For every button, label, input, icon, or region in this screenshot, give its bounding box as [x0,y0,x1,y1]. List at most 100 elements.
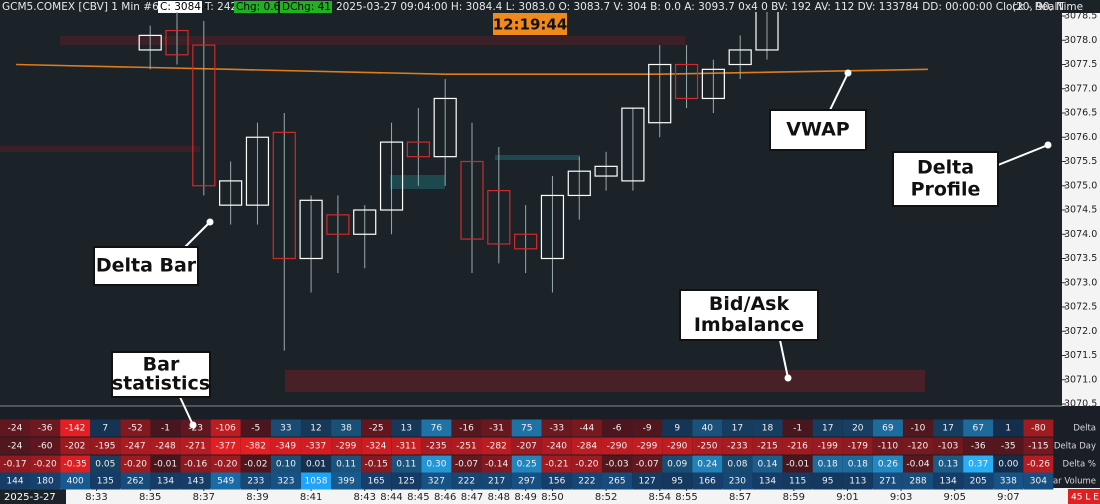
stat-cell [602,472,632,490]
stat-cell [782,455,813,473]
x-tick-label: 8:41 [300,492,322,503]
imbalance-callout-dot [784,374,792,382]
stat-cell [963,455,994,473]
candle-body [219,180,243,206]
stat-cell [60,437,91,455]
close-value: C: 3084.4 [160,1,211,13]
stat-value: 125 [398,477,415,487]
stat-value: 0.25 [517,460,537,470]
stat-cell [481,419,512,437]
stat-value: 0.08 [727,460,747,470]
stat-cell [150,472,181,490]
stat-value: 0.26 [878,460,898,470]
stat-cell [0,419,30,437]
stat-value: -80 [1031,424,1046,434]
imbalance-zone [390,175,445,189]
row-label: Bar Volume [1047,477,1096,487]
delta-profile-callout-pointer [997,144,1049,166]
stat-cell [933,472,964,490]
stat-cell [692,437,723,455]
candle-body [540,194,565,260]
stat-cell [692,419,723,437]
stat-value: -9 [643,424,652,434]
stat-cell [120,472,151,490]
stat-value: 95 [822,477,833,487]
y-tick-label: 3076.5 [1064,108,1097,119]
stat-cell [391,437,422,455]
stat-cell [1023,455,1054,473]
stat-value: -33 [549,424,564,434]
stat-value: -199 [817,442,838,452]
stat-cell [60,455,91,473]
stat-cell [722,419,753,437]
stat-value: -382 [246,442,266,452]
stat-cell [1023,437,1054,455]
stat-value: -0.16 [184,460,208,470]
stat-value: 165 [368,477,385,487]
stat-cell [0,472,30,490]
stat-value: 0.18 [818,460,838,470]
candle-body [755,12,779,51]
x-tick-label: 8:45 [407,492,429,503]
stat-cell [933,437,964,455]
stat-value: -284 [577,442,598,452]
stat-value: 1 [1005,424,1011,434]
stat-value: 288 [909,477,926,487]
stat-cell [180,437,211,455]
stat-value: 0.30 [426,460,446,470]
stat-cell [301,419,331,437]
stat-cell [331,437,362,455]
y-tick-label: 3074.5 [1064,205,1097,216]
stat-cell [180,472,211,490]
stat-cell [632,472,663,490]
candle-body [138,34,162,51]
stat-value: -0.20 [33,460,57,470]
stat-cell [331,472,362,490]
stat-cell [150,455,181,473]
stat-cell [602,437,632,455]
stat-cell [722,455,753,473]
stat-cell [361,455,392,473]
stat-cell [993,455,1024,473]
vwap-callout-pointer [829,72,849,111]
date-box [0,489,66,504]
stat-cell [511,437,542,455]
stat-value: -0.07 [455,460,478,470]
delta-profile-callout-box [892,151,999,207]
stat-value: -282 [486,442,506,452]
x-tick-label: 8:44 [380,492,402,503]
stat-cell [993,472,1024,490]
stat-cell [30,455,61,473]
stat-value: -25 [369,424,384,434]
stat-cell [602,419,632,437]
stat-value: 297 [518,477,535,487]
y-tick-label: 3077.5 [1064,59,1097,70]
stat-value: 134 [940,477,957,487]
stat-cell [361,437,392,455]
stat-cell [301,437,331,455]
stat-cell [30,472,61,490]
stat-value: 205 [970,477,987,487]
stat-value: -142 [65,424,85,434]
params: (20, 90, N [1012,1,1064,13]
stat-value: 1058 [305,477,328,487]
stat-cell [722,472,753,490]
stat-cell [632,437,663,455]
stat-value: 166 [699,477,716,487]
stat-value: -0.04 [906,460,930,470]
stat-value: -299 [336,442,357,452]
stat-value: -0.35 [64,460,87,470]
stat-cell [270,419,301,437]
stat-cell [511,455,542,473]
stat-value: -271 [185,442,205,452]
x-tick-label: 8:55 [675,492,697,503]
symbol: GCM5.COMEX [CBV] 1 Min #6 [2,1,159,13]
stat-value: 399 [338,477,355,487]
stat-value: 338 [1000,477,1017,487]
candle-body [299,199,323,260]
stat-value: 230 [729,477,746,487]
stat-value: 135 [97,477,114,487]
stat-cell [842,419,873,437]
delta-bar-callout-pointer [184,221,211,248]
